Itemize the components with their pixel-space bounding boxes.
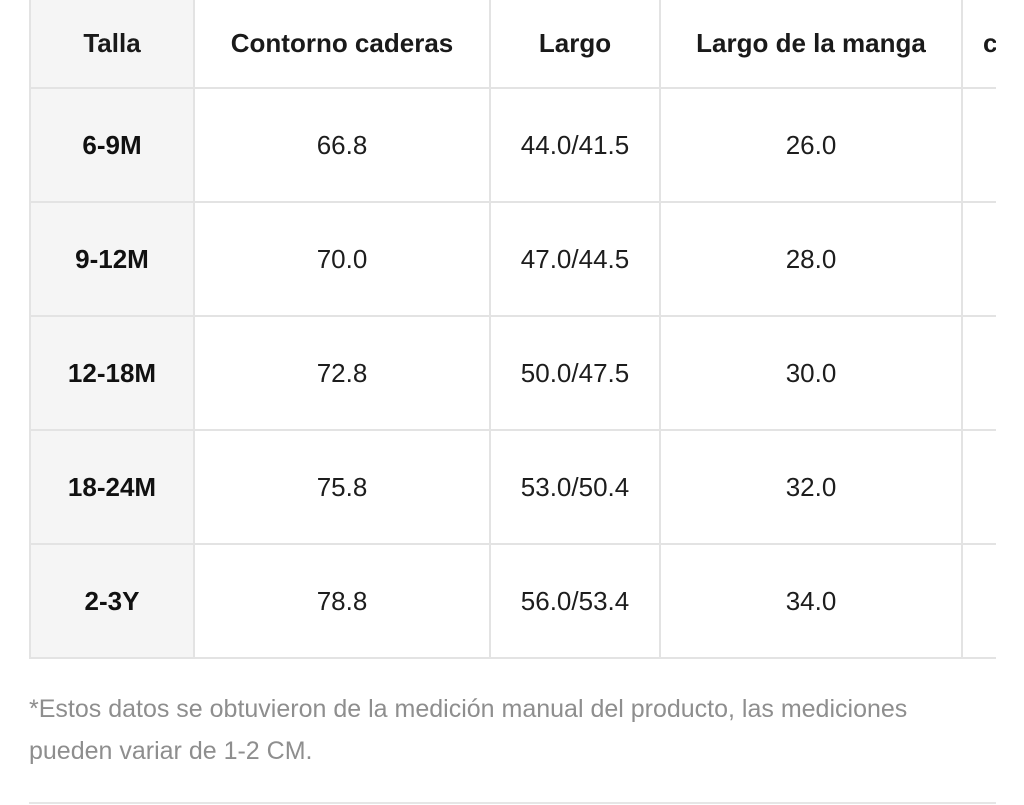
cell-talla: 9-12M [29,201,195,317]
cell-largo-manga: 30.0 [659,315,963,431]
size-table-scroll-area[interactable]: Talla Contorno caderas Largo Largo de la… [29,0,996,660]
cell-extra [961,429,996,545]
cell-contorno-caderas: 72.8 [193,315,491,431]
header-cut-off-column: c [961,0,996,89]
cell-largo-manga: 28.0 [659,201,963,317]
cell-talla: 12-18M [29,315,195,431]
cell-largo: 50.0/47.5 [489,315,661,431]
cell-contorno-caderas: 75.8 [193,429,491,545]
cell-extra [961,315,996,431]
cell-contorno-caderas: 70.0 [193,201,491,317]
header-largo-manga: Largo de la manga [659,0,963,89]
cell-talla: 18-24M [29,429,195,545]
measurement-footnote: *Estos datos se obtuvieron de la medició… [29,695,908,765]
cell-talla: 2-3Y [29,543,195,659]
table-row: 18-24M 75.8 53.0/50.4 32.0 [29,429,996,545]
cell-extra [961,87,996,203]
header-talla: Talla [29,0,195,89]
cell-largo-manga: 32.0 [659,429,963,545]
cell-largo: 44.0/41.5 [489,87,661,203]
table-row: 2-3Y 78.8 56.0/53.4 34.0 [29,543,996,659]
table-header-row: Talla Contorno caderas Largo Largo de la… [29,0,996,89]
table-row: 9-12M 70.0 47.0/44.5 28.0 [29,201,996,317]
cell-contorno-caderas: 78.8 [193,543,491,659]
cell-largo: 53.0/50.4 [489,429,661,545]
cell-largo: 47.0/44.5 [489,201,661,317]
cell-largo-manga: 34.0 [659,543,963,659]
table-row: 12-18M 72.8 50.0/47.5 30.0 [29,315,996,431]
cell-largo-manga: 26.0 [659,87,963,203]
header-largo: Largo [489,0,661,89]
divider [29,802,996,804]
cell-extra [961,543,996,659]
cell-extra [961,201,996,317]
table-row: 6-9M 66.8 44.0/41.5 26.0 [29,87,996,203]
cell-contorno-caderas: 66.8 [193,87,491,203]
cell-largo: 56.0/53.4 [489,543,661,659]
header-contorno-caderas: Contorno caderas [193,0,491,89]
size-table: Talla Contorno caderas Largo Largo de la… [29,0,996,659]
cell-talla: 6-9M [29,87,195,203]
